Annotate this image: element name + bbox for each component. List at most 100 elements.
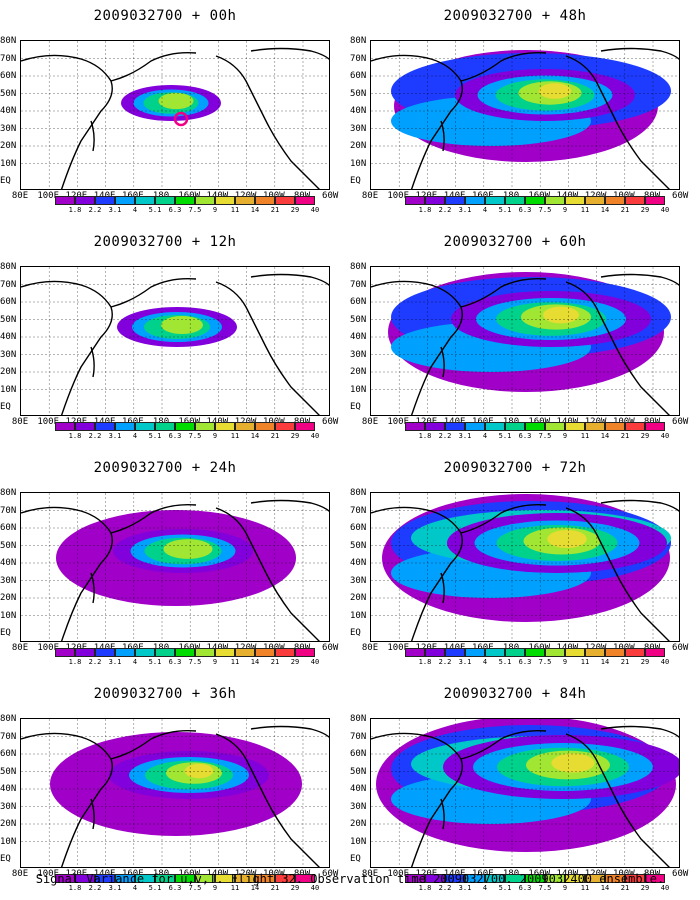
lon-label: 100E — [37, 643, 60, 653]
colorbar-label: 1.8 — [68, 884, 82, 892]
variance-contour — [184, 763, 214, 779]
colorbar-label: 2.2 — [88, 206, 102, 214]
colorbar-cell — [255, 422, 275, 431]
lat-label: 20N — [350, 141, 367, 151]
lat-label: 20N — [0, 367, 17, 377]
colorbar-label: 7.5 — [188, 432, 202, 440]
colorbar-cell — [405, 648, 425, 657]
lat-label: 70N — [0, 279, 17, 290]
coastline-arctic — [600, 273, 679, 286]
colorbar-label: 9 — [562, 206, 568, 214]
colorbar-label: 21 — [270, 206, 280, 214]
colorbar-label: 7.5 — [538, 884, 552, 892]
lon-label: 80E — [361, 869, 379, 879]
variance-field — [371, 493, 679, 641]
colorbar-cell — [235, 196, 255, 205]
lat-label: 40N — [350, 558, 367, 568]
colorbar-label: 14 — [600, 884, 610, 892]
colorbar-cell — [95, 648, 115, 657]
lat-label: 40N — [0, 106, 17, 116]
lon-label: 80E — [361, 417, 379, 427]
variance-contour — [543, 306, 579, 324]
lat-label: 10N — [0, 610, 17, 621]
colorbar-cell — [585, 422, 605, 431]
colorbar-cell — [505, 196, 525, 205]
colorbar-cell — [155, 422, 175, 431]
colorbar-label: 9 — [562, 432, 568, 440]
colorbar-label: 11 — [230, 884, 240, 892]
coastline-asia — [21, 54, 113, 189]
colorbar-cell — [645, 874, 665, 883]
colorbar-label: 3.1 — [108, 432, 122, 440]
colorbar-label: 11 — [580, 658, 590, 666]
lat-label: 50N — [0, 540, 17, 551]
colorbar-cell — [215, 196, 235, 205]
colorbar-label: 7.5 — [538, 206, 552, 214]
lat-label: 10N — [0, 836, 17, 847]
lat-label: EQ — [350, 854, 361, 864]
colorbar-cell — [565, 648, 585, 657]
lat-label: 40N — [0, 558, 17, 568]
colorbar-cell — [445, 648, 465, 657]
colorbar-label: 3.1 — [458, 432, 472, 440]
lat-label: 20N — [0, 593, 17, 603]
colorbar-label: 5.1 — [148, 206, 162, 214]
colorbar-label: 11 — [230, 206, 240, 214]
colorbar-label: 40 — [310, 884, 320, 892]
colorbar-cell — [255, 874, 275, 883]
lon-label: 80E — [11, 869, 29, 879]
colorbar-cell — [485, 196, 505, 205]
lat-label: 70N — [350, 279, 367, 290]
panel-title: 2009032700 + 00h — [93, 8, 237, 24]
colorbar-label: 2.2 — [438, 432, 452, 440]
colorbar-cell — [485, 874, 505, 883]
coastline-north-america — [565, 55, 670, 189]
colorbar-cell — [55, 648, 75, 657]
lat-label: 70N — [350, 505, 367, 516]
coastline-arctic — [600, 499, 679, 512]
colorbar-cell — [605, 648, 625, 657]
lat-label: 10N — [350, 384, 367, 395]
panel-title: 2009032700 + 84h — [443, 686, 587, 702]
colorbar-label: 2.2 — [438, 206, 452, 214]
colorbar-label: 9 — [212, 432, 218, 440]
colorbar-cell — [155, 874, 175, 883]
lat-label: 50N — [0, 766, 17, 777]
lon-label: 80E — [361, 191, 379, 201]
lat-label: 80N — [350, 488, 367, 498]
lat-label: 40N — [350, 332, 367, 342]
colorbar-cell — [195, 874, 215, 883]
lat-label: EQ — [0, 628, 11, 638]
colorbar-label: 5.1 — [498, 884, 512, 892]
lat-label: 30N — [0, 123, 17, 134]
colorbar-cell — [115, 422, 135, 431]
lat-label: 50N — [350, 88, 367, 99]
lat-label: 20N — [0, 141, 17, 151]
panel-title: 2009032700 + 48h — [443, 8, 587, 24]
colorbar-label: 21 — [270, 658, 280, 666]
colorbar-cell — [585, 648, 605, 657]
coastline-arctic — [250, 499, 329, 512]
lat-label: 10N — [0, 158, 17, 169]
colorbar-label: 4 — [482, 884, 488, 892]
lon-label: 100E — [387, 869, 410, 879]
colorbar-cell — [275, 874, 295, 883]
colorbar-cell — [645, 422, 665, 431]
lat-label: 60N — [0, 523, 17, 533]
map-frame — [20, 492, 330, 642]
lat-label: 20N — [350, 367, 367, 377]
colorbar-label: 2.2 — [438, 884, 452, 892]
coastline-japan — [440, 120, 445, 152]
colorbar-label: 1.8 — [418, 658, 432, 666]
colorbar-label: 21 — [620, 884, 630, 892]
coastline-siberia — [460, 503, 547, 534]
colorbar-label: 6.3 — [518, 884, 532, 892]
colorbar-cell — [195, 648, 215, 657]
lat-label: EQ — [0, 176, 11, 186]
map-panel: 2009032700 + 48h 80N 70N 60N 50N 40N 30N 20N 10N… — [350, 0, 688, 214]
colorbar-cell — [565, 196, 585, 205]
lon-label: 60W — [322, 191, 339, 201]
variance-contour — [551, 753, 595, 773]
coastline-north-america — [565, 733, 670, 867]
colorbar-label: 11 — [230, 658, 240, 666]
